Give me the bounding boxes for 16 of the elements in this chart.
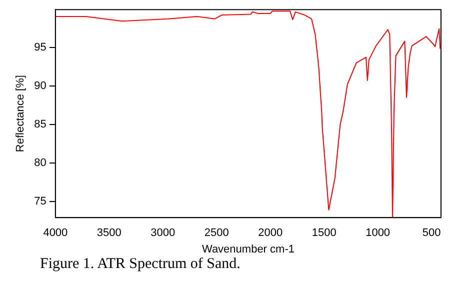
x-tick-label: 4000	[43, 227, 68, 240]
x-tick-label: 3000	[150, 227, 176, 240]
x-tick-label: 1000	[366, 227, 390, 240]
y-tick-label: 90	[34, 80, 46, 92]
x-tick-label: 3500	[96, 227, 122, 240]
y-tick-label: 75	[34, 195, 46, 208]
caption: Figure 1. ATR Spectrum of Sand.	[40, 256, 242, 273]
x-tick-label: 2000	[258, 227, 283, 240]
y-axis-title: Reflectance [%]	[14, 75, 27, 152]
x-tick-label: 500	[422, 227, 441, 240]
y-tick-label: 80	[34, 156, 46, 169]
y-tick-label: 85	[34, 118, 46, 130]
y-tick-label: 95	[34, 41, 46, 54]
x-tick-label: 2500	[204, 227, 229, 240]
x-tick-label: 1500	[312, 227, 336, 240]
x-axis-title: Wavenumber cm-1	[202, 243, 294, 256]
